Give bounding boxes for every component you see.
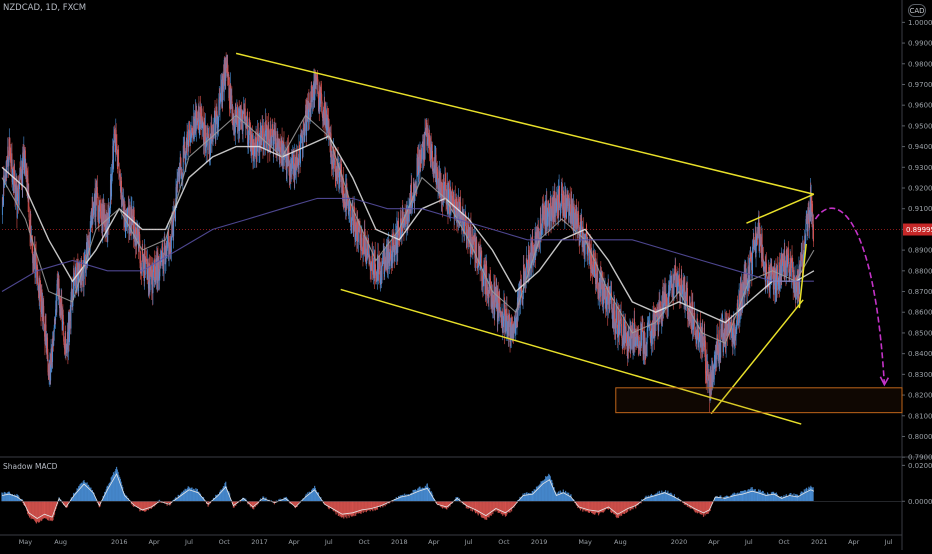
x-tick-label: 2017 [251, 538, 268, 546]
x-tick-label: Apr [428, 538, 440, 546]
x-tick-label: Jul [464, 538, 473, 546]
last-price-label: 0.89995 [906, 226, 932, 234]
x-tick-label: May [578, 538, 592, 546]
x-tick-label: Aug [614, 538, 627, 546]
macd-histogram [2, 467, 813, 524]
forecast-arrow-path [815, 208, 884, 385]
x-tick-label: Apr [288, 538, 300, 546]
x-tick-label: Oct [778, 538, 790, 546]
x-tick-label: Apr [708, 538, 720, 546]
x-tick-label: Jul [884, 538, 893, 546]
x-tick-label: Jul [744, 538, 753, 546]
x-tick-label: 2021 [811, 538, 828, 546]
candles [2, 52, 813, 412]
y-tick-label: 0.99000 [908, 40, 932, 48]
x-tick-label: Jul [324, 538, 333, 546]
demand-zone-box [616, 388, 902, 413]
rising-wedge-upper [746, 194, 813, 223]
x-tick-label: Jul [184, 538, 193, 546]
x-tick-label: Apr [848, 538, 860, 546]
x-tick-label: May [19, 538, 33, 546]
x-tick-label: 2016 [111, 538, 128, 546]
x-tick-label: 2019 [531, 538, 548, 546]
x-tick-label: Oct [498, 538, 510, 546]
x-tick-label: Oct [358, 538, 370, 546]
x-tick-label: Apr [148, 538, 160, 546]
x-tick-label: Aug [54, 538, 67, 546]
y-tick-label: 1.00000 [908, 19, 932, 27]
x-tick-label: Oct [219, 538, 231, 546]
x-tick-label: 2020 [671, 538, 688, 546]
x-tick-label: 2018 [391, 538, 408, 546]
